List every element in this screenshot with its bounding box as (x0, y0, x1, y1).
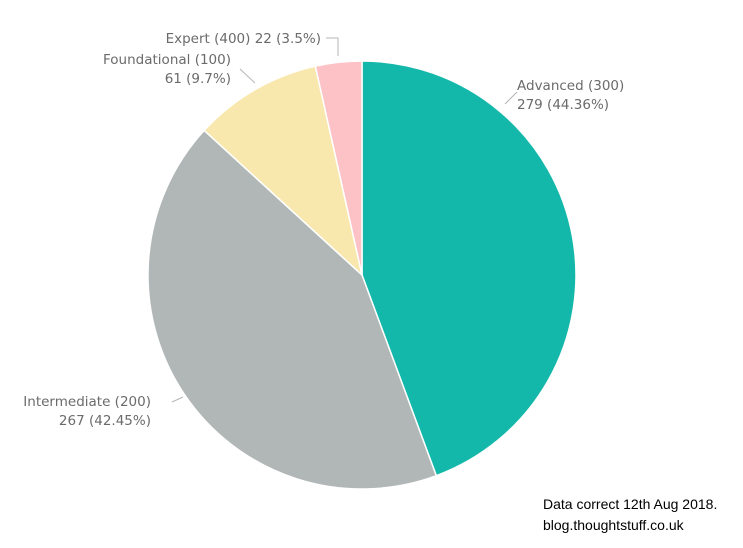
slice-label-0-line-0: Advanced (300) (517, 78, 624, 94)
slice-label-0-line-1: 279 (44.36%) (517, 97, 609, 113)
pie-slice-0 (361, 60, 577, 477)
leader-lines (171, 37, 518, 403)
footnote-date: Data correct 12th Aug 2018. (543, 496, 718, 512)
pie-slice-3 (314, 60, 363, 276)
slice-labels: Advanced (300) 279 (44.36%) Intermediate (… (23, 31, 624, 429)
footnote: Data correct 12th Aug 2018. blog.thought… (543, 494, 717, 536)
slice-label-2-line-0: Foundational (100) (103, 52, 231, 68)
footnote-source: blog.thoughtstuff.co.uk (543, 517, 684, 533)
leader-line-3 (326, 37, 339, 56)
slice-label-2-line-1: 61 (9.7%) (165, 71, 231, 87)
pie-slices (147, 60, 577, 490)
leader-line-2 (239, 68, 256, 84)
leader-line-1 (171, 396, 184, 403)
leader-line-0 (504, 91, 518, 105)
pie-slice-1 (147, 129, 438, 490)
slice-label-1-line-0: Intermediate (200) (23, 394, 151, 410)
slice-label-1-line-1: 267 (42.45%) (59, 413, 151, 429)
pie-slice-2 (203, 65, 364, 278)
slice-label-3-line-0: Expert (400) 22 (3.5%) (166, 31, 321, 47)
